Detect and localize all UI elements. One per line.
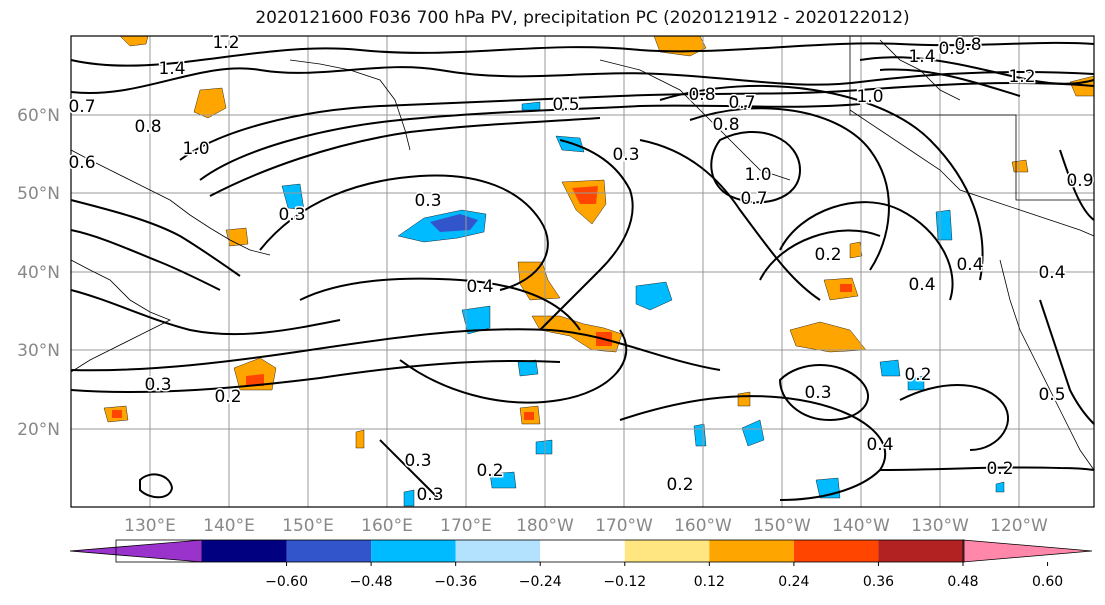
contour-label: 0.9 [1066,171,1093,191]
contour-label: 0.2 [814,245,841,265]
contour-label: 0.3 [416,485,443,505]
colorbar-cell [793,540,879,562]
contour-label: 0.2 [666,475,693,495]
contour-label: 0.7 [728,93,755,113]
precip-strong-positive [112,186,852,420]
colorbar-tick-label: 0.48 [947,574,978,590]
lon-label: 130°W [911,516,969,536]
contour-label: 0.8 [712,115,739,135]
map-panel [70,35,1095,508]
contour-label: 1.4 [908,47,935,67]
pv-contours [70,41,1095,501]
lon-label: 160°E [361,516,413,536]
colorbar: −0.60 −0.48 −0.36 −0.24 −0.12 0.12 0.24 0.36 0.4… [69,539,1093,590]
contour-label: 0.2 [214,387,241,407]
colorbar-cell [624,540,710,562]
colorbar-tick-label: 0.36 [863,574,894,590]
contour-label: 0.4 [908,275,935,295]
lon-label: 120°W [990,516,1048,536]
contour-label: 0.8 [938,39,965,59]
contour-label: 0.8 [688,85,715,105]
lon-label: 140°E [203,516,255,536]
colorbar-tick-label: −0.48 [350,574,393,590]
contour-label: 1.2 [212,33,239,53]
contour-label: 1.4 [158,59,185,79]
lon-label: 140°W [832,516,890,536]
contour-label: 0.3 [144,375,171,395]
lat-label: 60°N [17,106,60,126]
colorbar-cell [371,540,456,562]
contour-label: 0.3 [414,191,441,211]
colorbar-cell [202,540,287,562]
colorbar-extend-max [962,539,1093,563]
contour-label: 0.7 [740,189,767,209]
contour-label: 0.6 [68,153,95,173]
lon-label: 170°W [595,516,653,536]
contour-label: 0.3 [278,205,305,225]
contour-label: 0.4 [956,255,983,275]
colorbar-cell [455,540,541,562]
lat-label: 20°N [17,420,60,440]
map-frame [70,35,1095,508]
contour-label: 1.0 [744,165,771,185]
contour-label: 0.5 [1038,385,1065,405]
colorbar-extend-min [69,539,203,563]
colorbar-tick-label: 0.60 [1032,574,1063,590]
lon-label: 170°E [440,516,492,536]
contour-label: 1.0 [856,87,883,107]
lat-label: 30°N [17,341,60,361]
contour-label: 0.5 [552,95,579,115]
colorbar-tick-label: 0.12 [694,574,725,590]
map-title: 2020121600 F036 700 hPa PV, precipitatio… [255,8,910,28]
contour-label: 0.8 [954,35,981,55]
contour-label: 0.3 [404,451,431,471]
colorbar-tick-label: −0.60 [265,574,308,590]
contour-label: 0.2 [986,459,1013,479]
lat-label: 50°N [17,184,60,204]
lon-label: 160°W [674,516,732,536]
lon-label: 150°W [753,516,811,536]
lon-label: 130°E [124,516,176,536]
contour-label: 1.0 [182,139,209,159]
gridlines [71,36,1094,507]
contour-label: 0.4 [1038,263,1065,283]
contour-label: 1.2 [1008,67,1035,87]
colorbar-tick-label: 0.24 [778,574,809,590]
colorbar-cell [709,540,794,562]
contour-label: 0.2 [904,365,931,385]
contour-label: 0.4 [466,277,493,297]
colorbar-tick-label: −0.24 [519,574,562,590]
contour-label: 0.2 [476,461,503,481]
colorbar-cell [286,540,372,562]
contour-label: 0.4 [866,435,893,455]
lat-label: 40°N [17,263,60,283]
contour-label: 0.3 [804,383,831,403]
colorbar-cell [540,540,625,562]
lon-label: 150°E [282,516,334,536]
colorbar-tick-label: −0.12 [603,574,646,590]
contour-label: 0.7 [68,97,95,117]
lon-label: 180°W [516,516,574,536]
contour-label: 0.8 [134,117,161,137]
colorbar-cell [878,540,963,562]
contour-label: 0.3 [612,145,639,165]
colorbar-tick-label: −0.36 [434,574,477,590]
